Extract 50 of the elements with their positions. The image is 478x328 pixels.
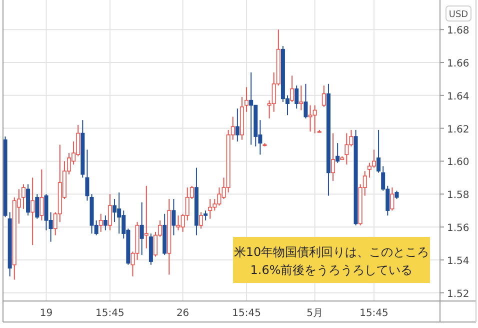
candlestick <box>144 185 148 249</box>
y-tick-label: 1.54 <box>447 256 470 267</box>
y-tick-label: 1.60 <box>447 157 470 168</box>
y-tick-label: 1.58 <box>447 190 470 202</box>
candlestick <box>103 214 108 231</box>
y-tick-label: 1.64 <box>447 91 470 102</box>
y-tick-label: 1.68 <box>447 26 470 37</box>
candlestick <box>30 177 35 246</box>
candlestick <box>85 149 90 202</box>
candlestick <box>336 142 340 164</box>
candlestick <box>140 202 144 256</box>
x-tick-label: 15:45 <box>360 308 388 319</box>
y-tick-label: 1.66 <box>447 58 470 70</box>
x-tick-label: 26 <box>176 308 190 319</box>
y-tick-label: 1.52 <box>447 288 470 300</box>
candlestick <box>304 83 308 119</box>
candlestick <box>290 75 294 102</box>
candlestick <box>112 198 117 223</box>
note: 米10年物国債利回りは、このところ 1.6%前後をうろうろしている <box>233 237 430 283</box>
candlestick <box>322 85 326 108</box>
x-tick-label: 5月 <box>306 308 324 319</box>
annotation: 米10年物国債利回りは、このところ <box>234 245 430 259</box>
candlestick <box>344 132 349 165</box>
candlestick <box>199 212 204 230</box>
candlestick <box>235 108 240 142</box>
candlestick <box>98 213 103 232</box>
candlestick <box>244 86 249 112</box>
candlestick <box>208 198 212 220</box>
x-tick-label: 15:45 <box>96 308 124 319</box>
candlestick <box>26 184 30 216</box>
candlestick <box>312 104 317 134</box>
candlestick <box>172 198 176 236</box>
candlestick <box>40 168 44 221</box>
candlestick <box>249 72 254 146</box>
candlestick <box>108 194 112 231</box>
candlestick <box>390 187 394 212</box>
candlestick <box>372 149 376 168</box>
candlestick <box>204 210 208 221</box>
y-tick-label: 1.62 <box>447 124 470 136</box>
x-tick-label: 15:45 <box>232 308 261 319</box>
candlestick <box>35 194 40 220</box>
y-axis-title: USD <box>448 10 468 20</box>
candlestick <box>294 85 299 110</box>
candlestick <box>21 184 26 210</box>
candlestick <box>299 85 304 111</box>
y-tick-label: 1.56 <box>447 222 470 234</box>
annotation: 1.6%前後をうろうろしている <box>250 263 413 277</box>
x-tick-label: 19 <box>40 308 53 319</box>
candlestick <box>331 132 336 182</box>
candlestick <box>376 129 381 174</box>
